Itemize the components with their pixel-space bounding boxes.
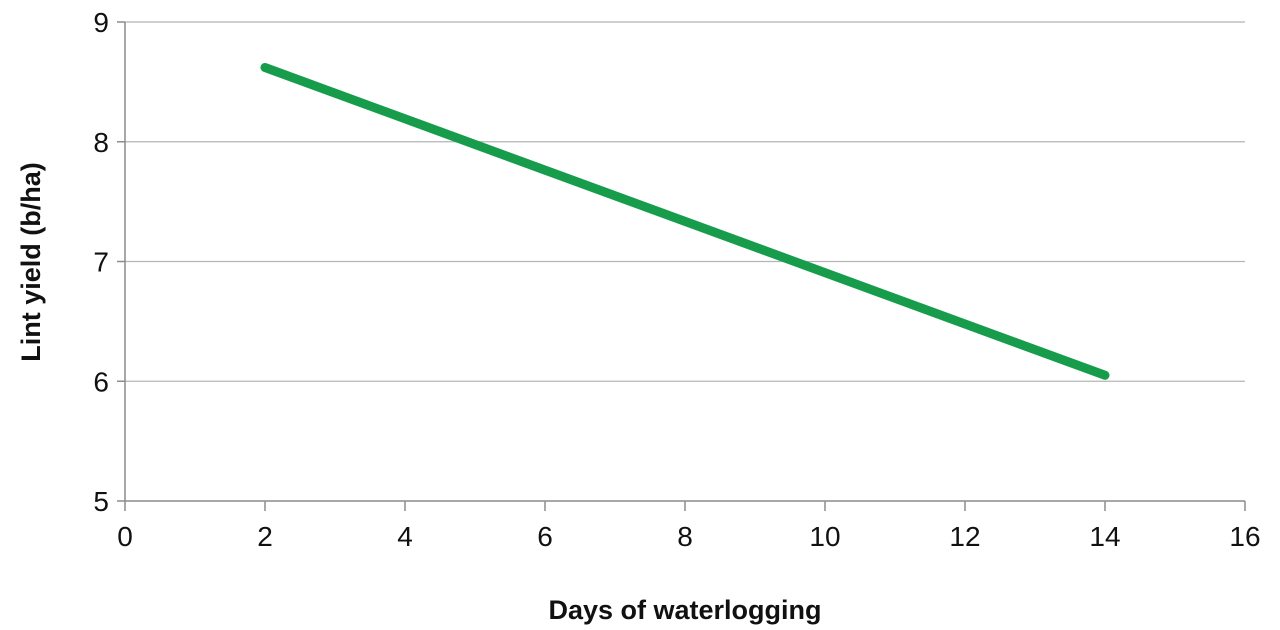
x-tick-label-2: 2 xyxy=(257,521,273,552)
axes xyxy=(117,21,1246,511)
y-axis-title: Lint yield (b/ha) xyxy=(16,162,46,362)
x-tick-label-14: 14 xyxy=(1089,521,1120,552)
gridlines xyxy=(125,21,1245,382)
x-tick-label-6: 6 xyxy=(537,521,553,552)
series-line-0 xyxy=(260,63,1110,380)
x-axis-title: Days of waterlogging xyxy=(548,595,821,625)
y-tick-label-5: 5 xyxy=(93,486,109,517)
y-tick-label-6: 6 xyxy=(93,366,109,397)
x-tick-label-4: 4 xyxy=(397,521,413,552)
tick-labels: 5 6 7 8 9 0 2 4 6 8 10 12 14 16 xyxy=(93,7,1260,552)
y-tick-label-7: 7 xyxy=(93,247,109,278)
y-tick-label-9: 9 xyxy=(93,7,109,38)
y-tick-label-8: 8 xyxy=(93,127,109,158)
x-tick-label-0: 0 xyxy=(117,521,133,552)
x-tick-label-10: 10 xyxy=(809,521,840,552)
series-layer xyxy=(260,63,1110,380)
x-tick-label-8: 8 xyxy=(677,521,693,552)
x-tick-label-16: 16 xyxy=(1229,521,1260,552)
x-tick-label-12: 12 xyxy=(949,521,980,552)
